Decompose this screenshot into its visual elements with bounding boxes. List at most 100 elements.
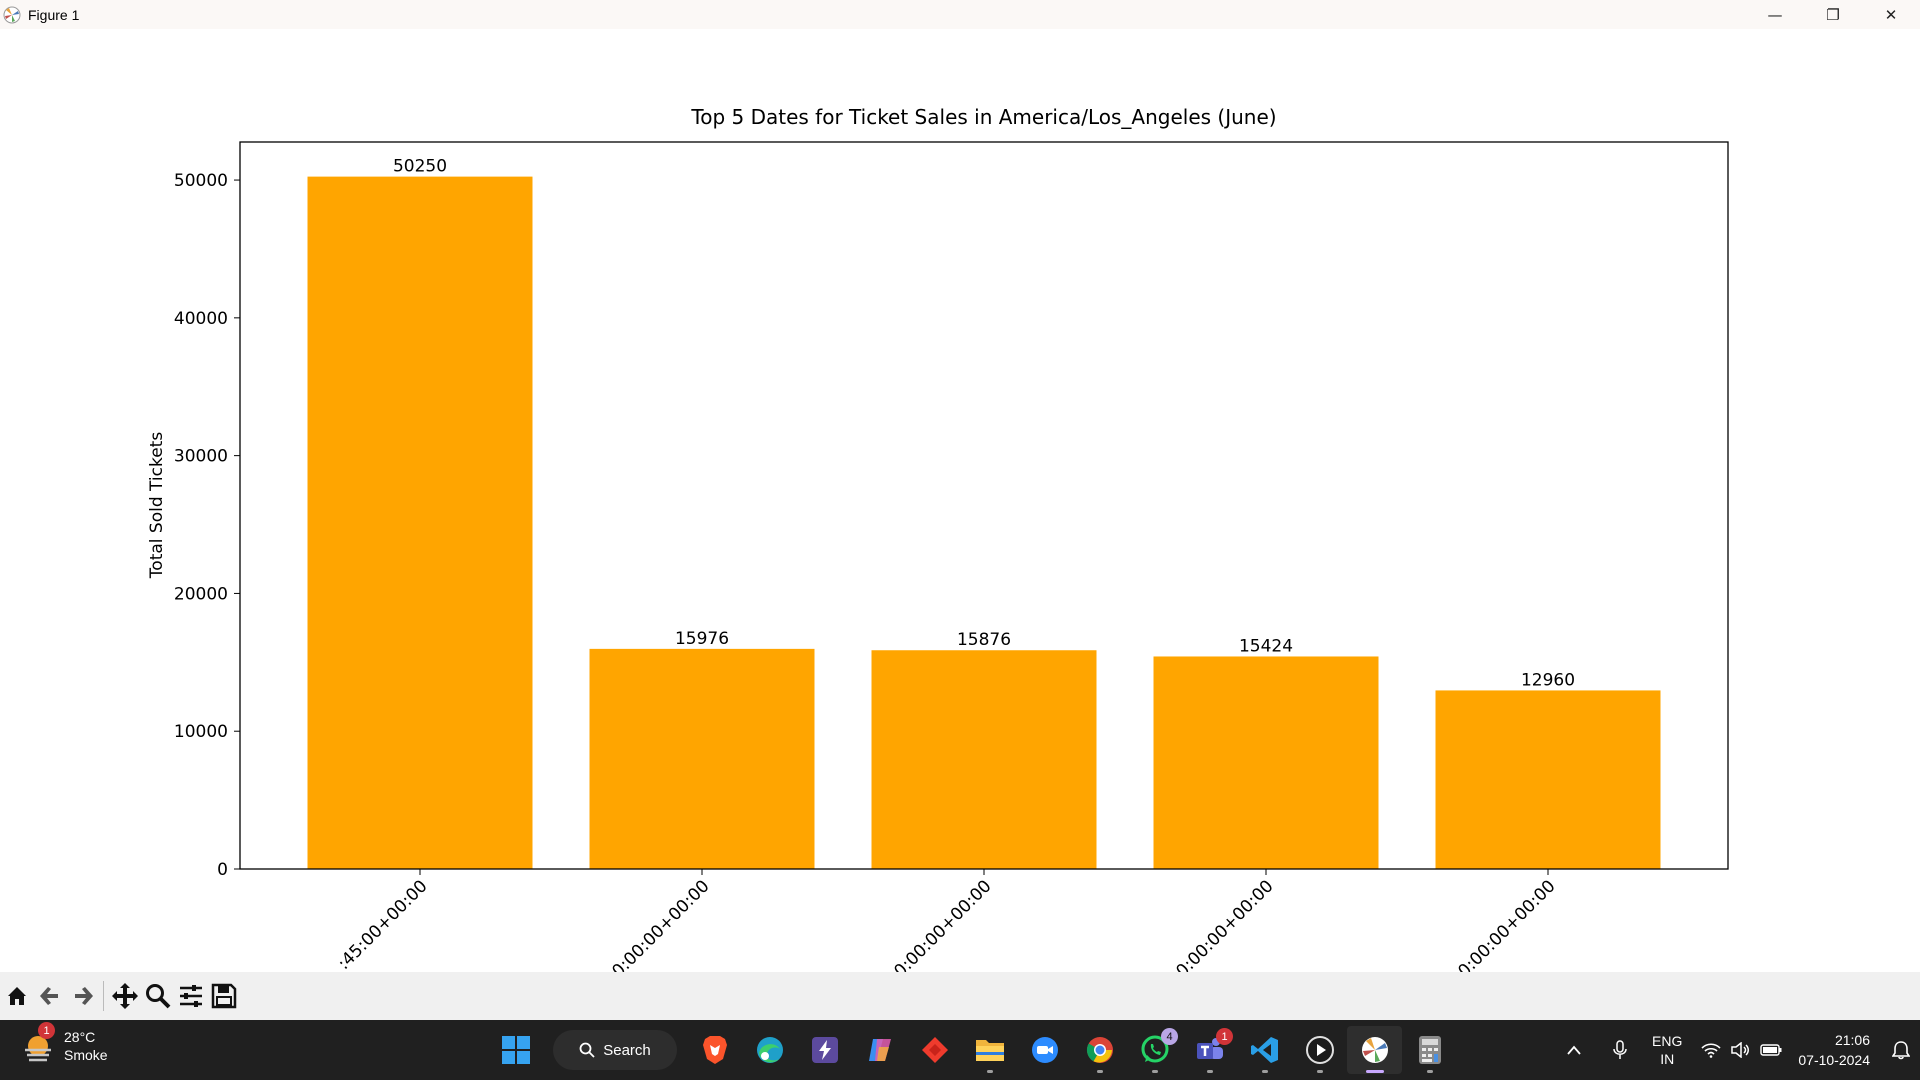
x-tick-label: 0:00:00+00:00 [890, 876, 995, 972]
file-explorer-icon [975, 1040, 1004, 1061]
close-button[interactable]: ✕ [1862, 0, 1920, 29]
forward-button[interactable] [66, 979, 99, 1013]
y-axis-label: Total Sold Tickets [147, 432, 167, 580]
close-icon: ✕ [1884, 5, 1898, 24]
pan-icon [111, 983, 138, 1009]
navigation-toolbar [0, 972, 1920, 1020]
taskbar-anydesk[interactable] [907, 1026, 962, 1074]
calculator-icon [1418, 1036, 1441, 1064]
toolbar-divider [103, 981, 104, 1011]
data-label-1: 50250 [393, 157, 447, 177]
copilot-icon [868, 1039, 891, 1061]
chrome-icon [1086, 1037, 1113, 1063]
taskbar-search[interactable]: Search [553, 1030, 677, 1070]
teams-notification-badge: 1 [1216, 1028, 1233, 1045]
bar-1 [307, 176, 533, 869]
weather-alert-badge: 1 [38, 1022, 55, 1039]
windows-start-icon [501, 1036, 530, 1064]
save-icon [211, 983, 236, 1009]
active-indicator [1365, 1070, 1384, 1073]
running-indicator [1261, 1070, 1268, 1073]
y-tick-label: 20000 [174, 584, 228, 604]
window-titlebar: Figure 1 — ❐ ✕ [0, 0, 1920, 29]
data-label-3: 15876 [957, 630, 1011, 650]
save-button[interactable] [207, 979, 240, 1013]
clock-time: 21:06 [1834, 1032, 1870, 1048]
back-arrow-icon [39, 987, 58, 1005]
bar-3 [871, 650, 1097, 869]
windows-taskbar: 1 28°C Smoke Search [0, 1020, 1920, 1080]
running-indicator [1096, 1070, 1103, 1073]
restore-icon: ❐ [1826, 5, 1840, 24]
taskbar-vscode[interactable] [1237, 1026, 1292, 1074]
pan-button[interactable] [108, 979, 141, 1013]
figure-canvas[interactable]: Top 5 Dates for Ticket Sales in America/… [0, 29, 1920, 972]
y-tick-label: 40000 [174, 309, 228, 329]
smoke-weather-icon: 1 [20, 1022, 56, 1064]
running-indicator [1426, 1070, 1433, 1073]
chart-title: Top 5 Dates for Ticket Sales in America/… [690, 105, 1276, 129]
x-tick-label: :45:00+00:00 [334, 876, 432, 972]
taskbar-matplotlib-figure[interactable] [1347, 1026, 1402, 1074]
home-icon [7, 987, 26, 1005]
maximize-button[interactable]: ❐ [1804, 0, 1862, 29]
taskbar-zoom[interactable] [1017, 1026, 1072, 1074]
taskbar-edge[interactable] [742, 1026, 797, 1074]
minimize-button[interactable]: — [1746, 0, 1804, 29]
configure-subplots-icon [179, 985, 202, 1007]
taskbar-apps: Search 4 [488, 1026, 1457, 1074]
taskbar-whatsapp[interactable]: 4 [1127, 1026, 1182, 1074]
running-indicator [986, 1070, 993, 1073]
y-tick-label: 0 [217, 860, 228, 880]
bar-5 [1435, 690, 1661, 869]
zoom-button[interactable] [141, 979, 174, 1013]
search-icon [579, 1042, 595, 1058]
x-tick-label: 0:00:00+00:00 [1172, 876, 1277, 972]
back-button[interactable] [33, 979, 66, 1013]
language-indicator[interactable]: ENG IN [1652, 1032, 1682, 1068]
microphone-icon [1613, 1040, 1627, 1059]
show-hidden-icons-button[interactable] [1556, 1045, 1592, 1055]
data-label-2: 15976 [675, 629, 729, 649]
search-label: Search [603, 1041, 651, 1059]
taskbar-teams[interactable]: 1 [1182, 1026, 1237, 1074]
data-label-4: 15424 [1239, 636, 1293, 656]
clock[interactable]: 21:06 07-10-2024 [1798, 1030, 1870, 1070]
speaker-icon [1731, 1042, 1750, 1058]
vscode-icon [1250, 1037, 1278, 1063]
weather-temperature: 28°C [64, 1029, 96, 1045]
taskbar-brave[interactable] [687, 1026, 742, 1074]
bar-4 [1153, 656, 1379, 869]
taskbar-copilot[interactable] [852, 1026, 907, 1074]
weather-widget[interactable]: 1 28°C Smoke [20, 1022, 108, 1064]
axes-frame [239, 141, 1729, 870]
running-indicator [1206, 1070, 1213, 1073]
running-indicator [1151, 1070, 1158, 1073]
clock-date: 07-10-2024 [1798, 1052, 1870, 1068]
zoom-icon [145, 984, 170, 1009]
taskbar-power-automate[interactable] [797, 1026, 852, 1074]
microphone-button[interactable] [1602, 1040, 1638, 1060]
battery-status[interactable] [1756, 1044, 1786, 1056]
taskbar-media-player[interactable] [1292, 1026, 1347, 1074]
weather-description: Smoke [64, 1047, 108, 1063]
network-status[interactable] [1696, 1042, 1726, 1058]
home-button[interactable] [0, 979, 33, 1013]
start-button[interactable] [488, 1026, 543, 1074]
configure-subplots-button[interactable] [174, 979, 207, 1013]
bar-chart: Top 5 Dates for Ticket Sales in America/… [147, 105, 1729, 972]
system-tray: ENG IN 21:06 07-10-2024 [1556, 1020, 1920, 1080]
battery-icon [1760, 1044, 1782, 1056]
taskbar-chrome[interactable] [1072, 1026, 1127, 1074]
taskbar-file-explorer[interactable] [962, 1026, 1017, 1074]
notification-bell-icon [1892, 1041, 1910, 1060]
taskbar-calculator[interactable] [1402, 1026, 1457, 1074]
data-label-5: 12960 [1521, 670, 1575, 690]
teams-icon [1196, 1038, 1223, 1059]
y-tick-label: 30000 [174, 447, 228, 467]
notifications-button[interactable] [1886, 1040, 1916, 1060]
minimize-icon: — [1767, 5, 1783, 24]
edge-browser-icon [756, 1037, 783, 1063]
anydesk-icon [921, 1037, 948, 1063]
volume-status[interactable] [1726, 1042, 1756, 1058]
